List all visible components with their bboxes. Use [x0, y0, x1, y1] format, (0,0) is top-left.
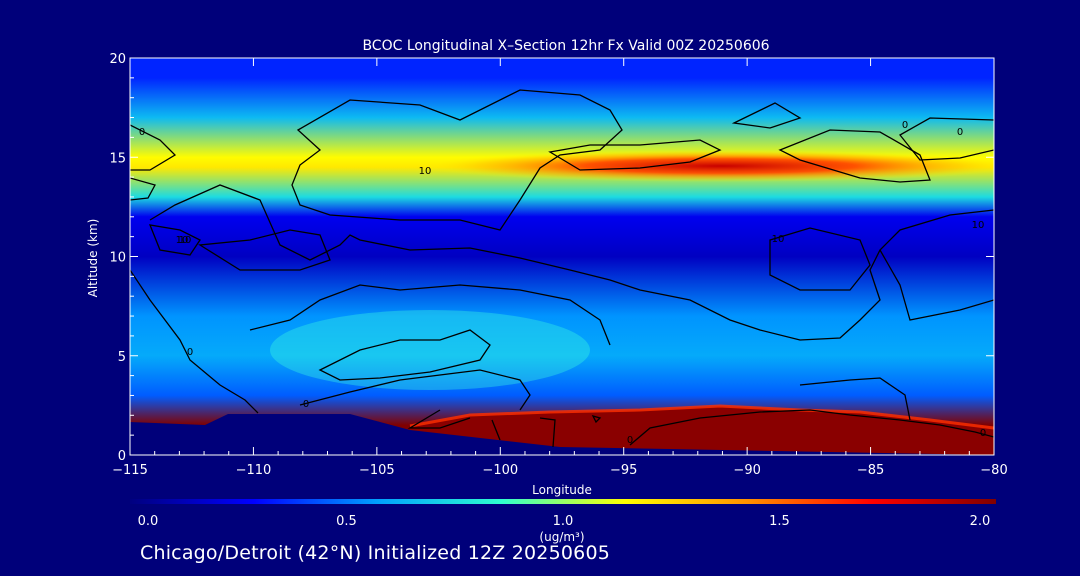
x-tick-label: −95: [610, 463, 637, 478]
x-tick-label: −90: [733, 463, 760, 478]
concentration-field: [130, 58, 994, 455]
colorbar-tick-label: 2.0: [970, 514, 991, 529]
x-axis-label: Longitude: [532, 483, 592, 497]
contour-line: [130, 269, 259, 414]
y-tick-label: 5: [118, 350, 126, 365]
y-tick-label: 20: [109, 52, 126, 67]
contour-line: [149, 184, 994, 341]
y-tick-label: 0: [118, 449, 126, 464]
contour-label: 0: [627, 435, 633, 446]
y-tick-label: 10: [109, 251, 126, 266]
contour-line: [778, 129, 931, 183]
contour-line: [879, 249, 994, 321]
contour-line: [491, 419, 501, 441]
contour-line: [629, 409, 994, 446]
y-tick-label: 15: [109, 151, 126, 166]
contour-line: [548, 139, 722, 171]
footer-caption: Chicago/Detroit (42°N) Initialized 12Z 2…: [140, 542, 611, 564]
contour-label: 10: [772, 234, 785, 245]
upper-maximum-blob: [420, 150, 994, 182]
contour-label: 10: [176, 235, 189, 246]
contour-label: 10: [419, 166, 432, 177]
colorbar-tick-label: 1.0: [553, 514, 574, 529]
x-tick-label: −115: [112, 463, 148, 478]
surface-maximum-region: [410, 406, 994, 455]
contour-line: [291, 89, 623, 231]
contour-line: [799, 377, 911, 421]
chart-title: BCOC Longitudinal X–Section 12hr Fx Vali…: [362, 38, 769, 54]
surface-maximum-edge: [409, 404, 994, 430]
contour-line: [148, 224, 201, 256]
axes: −115 −110 −105 −100 −95 −90 −85 −80 0 5 10 15 20: [109, 52, 1007, 478]
contour-line: [318, 329, 491, 381]
contour-label: 0: [957, 127, 963, 138]
contour-line: [130, 177, 156, 201]
contour-label: 0: [303, 399, 309, 410]
colorbar-tick-label: 1.5: [769, 514, 790, 529]
contour-line: [899, 117, 994, 161]
contour-label: 0: [139, 127, 145, 138]
colorbar-ticks: 0.0 0.5 1.0 1.5 2.0: [138, 514, 991, 529]
contour-label: 10: [972, 220, 985, 231]
contour-line: [249, 284, 611, 346]
contour-label: 10: [179, 235, 192, 246]
contour-line: [539, 417, 556, 448]
x-tick-label: −105: [359, 463, 395, 478]
contour-line: [198, 229, 331, 271]
x-tick-label: −80: [980, 463, 1007, 478]
contour-line: [591, 414, 602, 424]
contour-line: [731, 102, 802, 129]
x-tick-label: −100: [482, 463, 518, 478]
contour-line: [130, 124, 177, 171]
contour-lines: [130, 89, 994, 448]
contour-line: [769, 227, 871, 291]
contour-line: [407, 409, 471, 429]
mid-level-cyan-patch: [270, 310, 590, 390]
y-axis-label: Altitude (km): [86, 219, 100, 298]
terrain-mask: [130, 414, 994, 455]
contour-label: 0: [187, 347, 193, 358]
x-tick-label: −85: [857, 463, 884, 478]
contour-line: [299, 369, 531, 411]
colorbar-unit-label: (ug/m³): [539, 530, 584, 544]
x-tick-label: −110: [236, 463, 272, 478]
colorbar-tick-label: 0.5: [336, 514, 357, 529]
contour-label: 0: [902, 120, 908, 131]
contour-label: 0: [980, 428, 986, 439]
colorbar-tick-label: 0.0: [138, 514, 159, 529]
colorbar: [130, 499, 996, 504]
